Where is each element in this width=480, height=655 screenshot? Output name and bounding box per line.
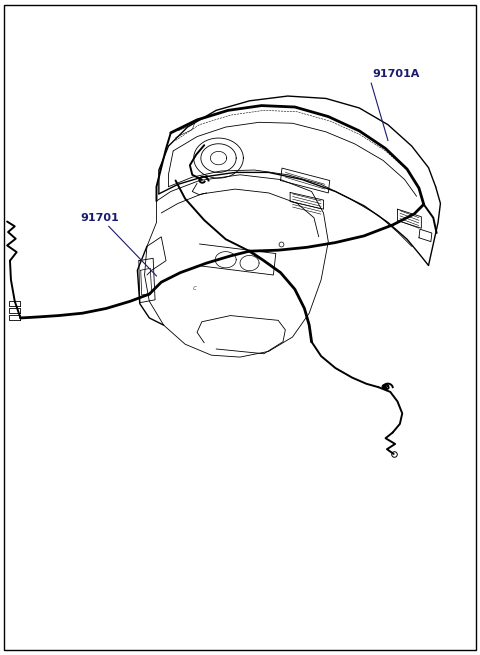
Text: 91701: 91701	[80, 212, 119, 223]
Text: c: c	[193, 286, 197, 291]
Text: 91701A: 91701A	[372, 69, 420, 79]
